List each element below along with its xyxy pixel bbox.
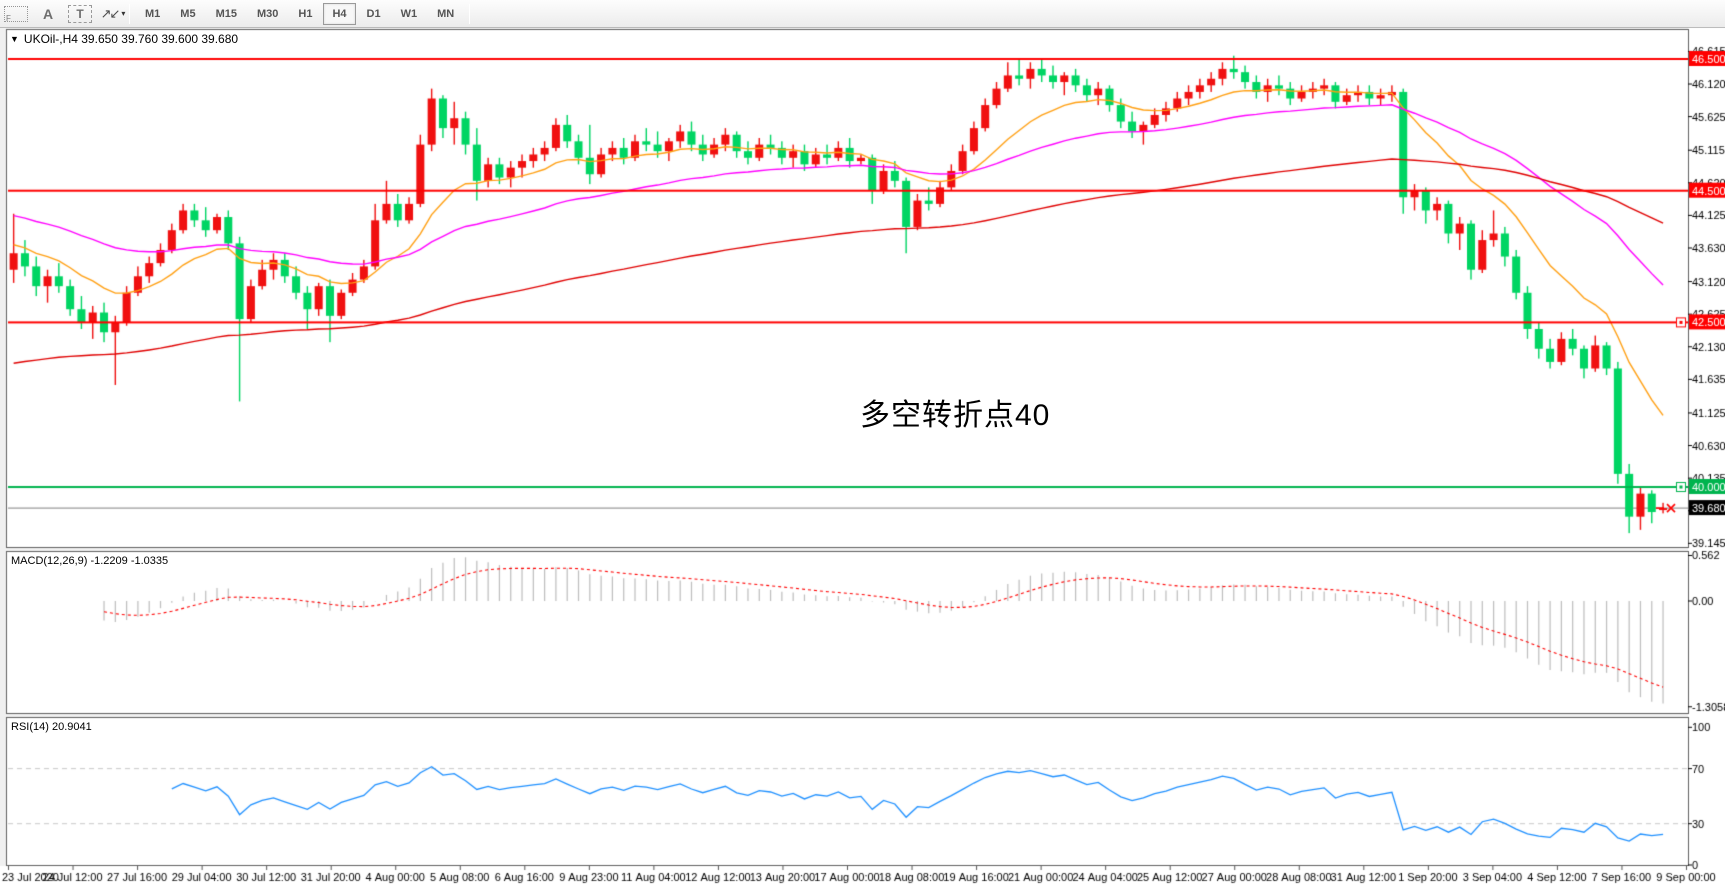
rsi-indicator-label: RSI(14) 20.9041 bbox=[11, 721, 92, 733]
chart-text-annotation[interactable]: 多空转折点40 bbox=[860, 399, 1051, 432]
macd-indicator-label: MACD(12,26,9) -1.2209 -1.0335 bbox=[11, 555, 169, 567]
chart-title[interactable]: ▼ UKOil-,H4 39.650 39.760 39.600 39.680 bbox=[10, 32, 238, 46]
chart-title-text: UKOil-,H4 39.650 39.760 39.600 39.680 bbox=[23, 32, 239, 46]
symbol-dropdown-icon[interactable]: ▼ bbox=[10, 34, 19, 44]
